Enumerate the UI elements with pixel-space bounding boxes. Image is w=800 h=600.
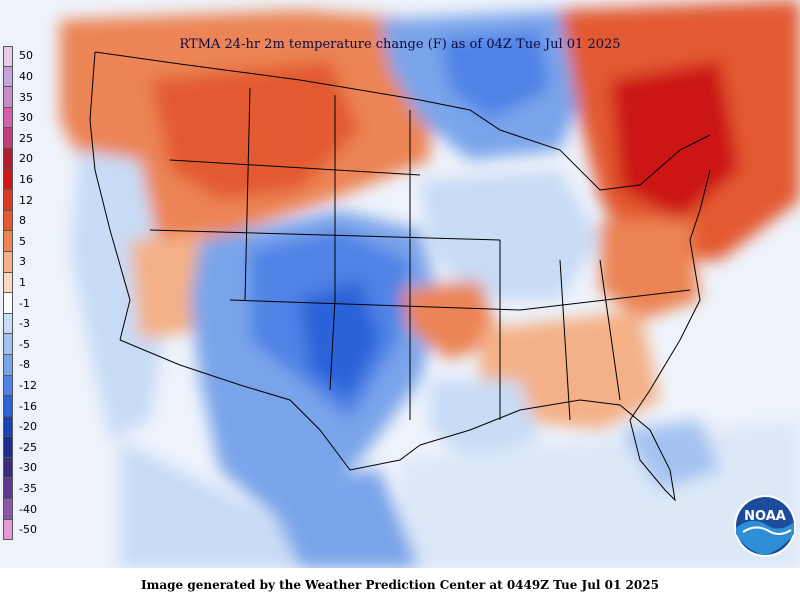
- legend-label: 50: [19, 49, 33, 63]
- temperature-change-map: [60, 0, 800, 568]
- legend-label: 20: [19, 152, 33, 166]
- legend-swatch: [3, 313, 13, 335]
- legend-label: -8: [19, 358, 30, 372]
- color-legend: 50 40 35 30 25 20 16 12 8 5 3 1 -1 -3 -5 -8 -12 -16 -20 -25…: [3, 46, 37, 541]
- legend-label: 1: [19, 275, 26, 289]
- legend-swatch: [3, 457, 13, 479]
- map-title: RTMA 24-hr 2m temperature change (F) as …: [179, 37, 621, 52]
- legend-label: -20: [19, 420, 37, 434]
- footer-credit: Image generated by the Weather Predictio…: [141, 578, 659, 592]
- legend-label: 12: [19, 193, 33, 207]
- legend-label: -1: [19, 296, 30, 310]
- legend-swatch: [3, 231, 13, 252]
- legend-label: 30: [19, 111, 33, 125]
- legend-label: -12: [19, 378, 37, 392]
- legend-label: -50: [19, 523, 37, 537]
- legend-swatch: [3, 148, 13, 170]
- noaa-logo: NOAA: [734, 495, 796, 557]
- legend-swatch: [3, 293, 13, 314]
- legend-swatch: [3, 499, 13, 520]
- legend-label: 16: [19, 172, 33, 186]
- legend-label: 3: [19, 255, 26, 269]
- legend-swatch: [3, 396, 13, 417]
- legend-swatch: [3, 375, 13, 397]
- legend-label: 5: [19, 234, 26, 248]
- legend-label: 35: [19, 90, 33, 104]
- legend-swatch: [3, 107, 13, 129]
- legend-swatch: [3, 251, 13, 273]
- legend-swatch: [3, 437, 13, 458]
- legend-swatch: [3, 416, 13, 438]
- legend-label: -25: [19, 440, 37, 454]
- temperature-field: [60, 0, 800, 568]
- legend-swatch: [3, 354, 13, 376]
- legend-swatch: [3, 87, 13, 108]
- legend-swatch: [3, 478, 13, 500]
- political-borders: [89, 51, 711, 502]
- legend-label: 8: [19, 214, 26, 228]
- legend-swatch: [3, 334, 13, 355]
- legend-swatch: [3, 210, 13, 232]
- legend-swatch: [3, 272, 13, 294]
- legend-swatch: [3, 128, 13, 149]
- legend-swatch: [3, 46, 13, 67]
- map-frame: RTMA 24-hr 2m temperature change (F) as …: [0, 0, 800, 568]
- legend-label: -16: [19, 399, 37, 413]
- legend-label: -5: [19, 337, 30, 351]
- legend-label: -40: [19, 502, 37, 516]
- legend-label: 40: [19, 69, 33, 83]
- legend-label: -30: [19, 461, 37, 475]
- svg-text:NOAA: NOAA: [744, 509, 786, 524]
- legend-swatch: [3, 169, 13, 191]
- legend-swatch: [3, 190, 13, 211]
- legend-label: -3: [19, 317, 30, 331]
- legend-label: -35: [19, 481, 37, 495]
- legend-swatch: [3, 519, 13, 541]
- legend-label: 25: [19, 131, 33, 145]
- legend-swatch: [3, 66, 13, 88]
